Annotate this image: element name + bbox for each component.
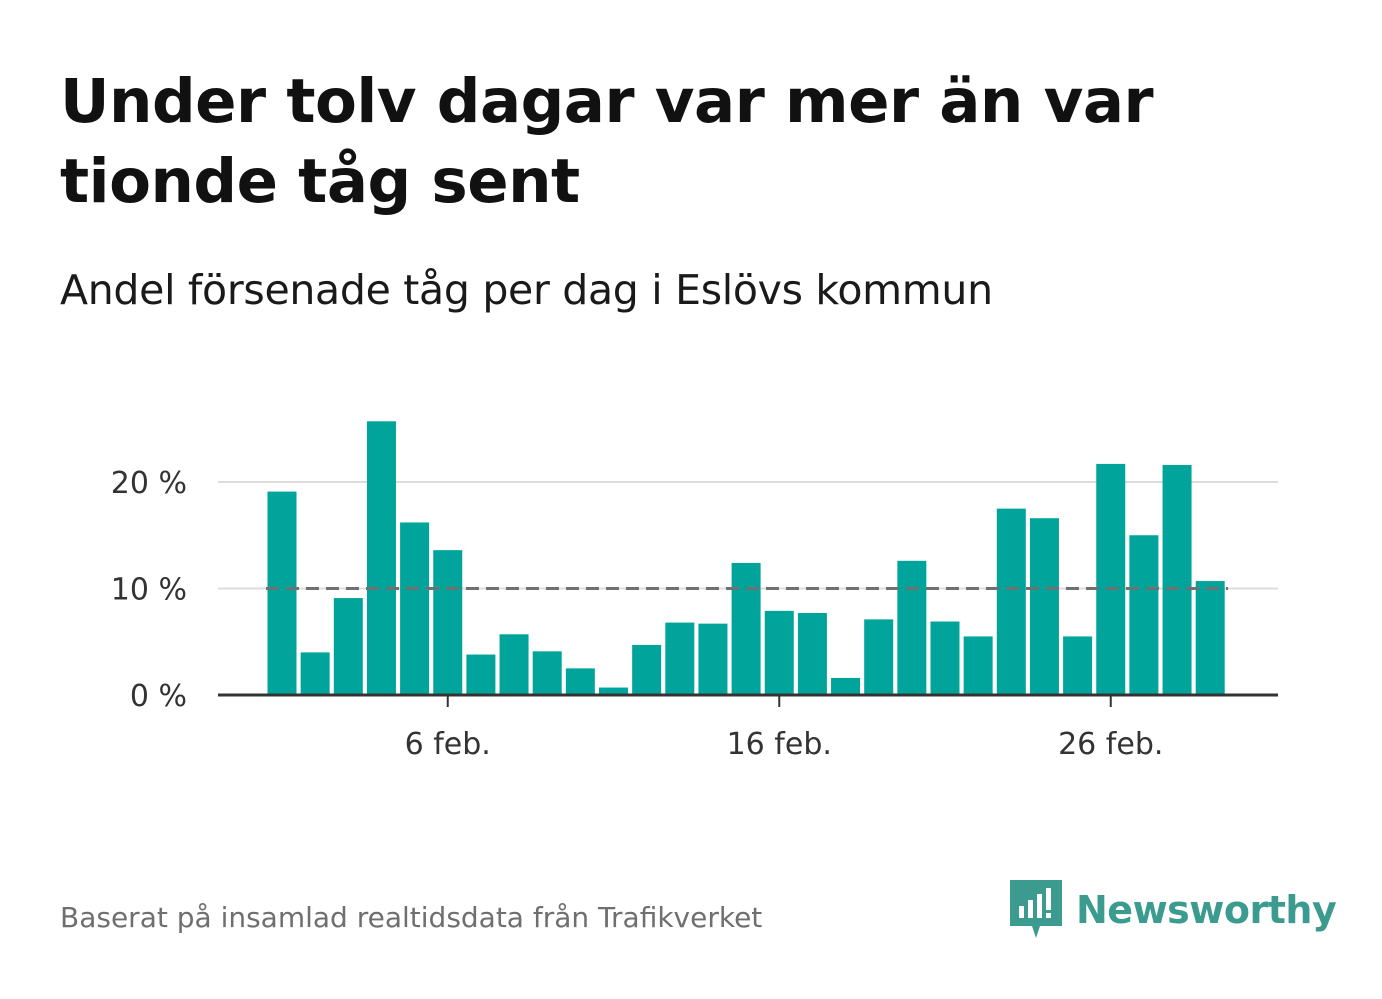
bar [1195,581,1225,695]
bar [400,522,430,695]
bar-chart: 0 % 10 % 20 % 6 feb. 16 feb. 26 feb. [111,421,1278,762]
bar [632,644,662,695]
bar [831,677,861,695]
chart-title: Under tolv dagar var mer än var tionde t… [60,66,1154,217]
y-tick-label: 10 % [111,573,187,608]
bar [1096,463,1126,695]
bar [1063,636,1093,695]
y-tick-label: 0 % [130,679,187,714]
bar [1162,464,1192,695]
bar [532,651,562,695]
bar [1029,518,1059,695]
x-tick-label: 6 feb. [405,727,491,762]
chart-subtitle: Andel försenade tåg per dag i Eslövs kom… [60,266,993,314]
bar [996,508,1026,695]
bar [599,687,628,695]
bar [300,652,330,695]
bar [466,654,496,695]
bar [499,634,529,695]
bar [864,619,894,695]
bar [797,612,827,695]
bar [963,636,993,695]
newsworthy-logo-icon [1010,880,1062,938]
bar [665,622,695,695]
y-tick-label: 20 % [111,466,187,501]
bar [897,560,927,695]
bar [1129,535,1159,695]
bar [930,621,960,695]
bar [366,421,396,695]
bar [565,668,595,695]
bar [698,623,728,695]
bar [764,610,794,695]
brand-name: Newsworthy [1076,888,1337,932]
bar [433,550,463,695]
newsworthy-brand: Newsworthy [1010,878,1337,942]
bar [731,562,761,695]
bar [333,598,363,695]
bar [267,491,297,695]
source-note: Baserat på insamlad realtidsdata från Tr… [60,901,763,934]
x-tick-label: 16 feb. [727,727,832,762]
x-tick-label: 26 feb. [1058,727,1163,762]
